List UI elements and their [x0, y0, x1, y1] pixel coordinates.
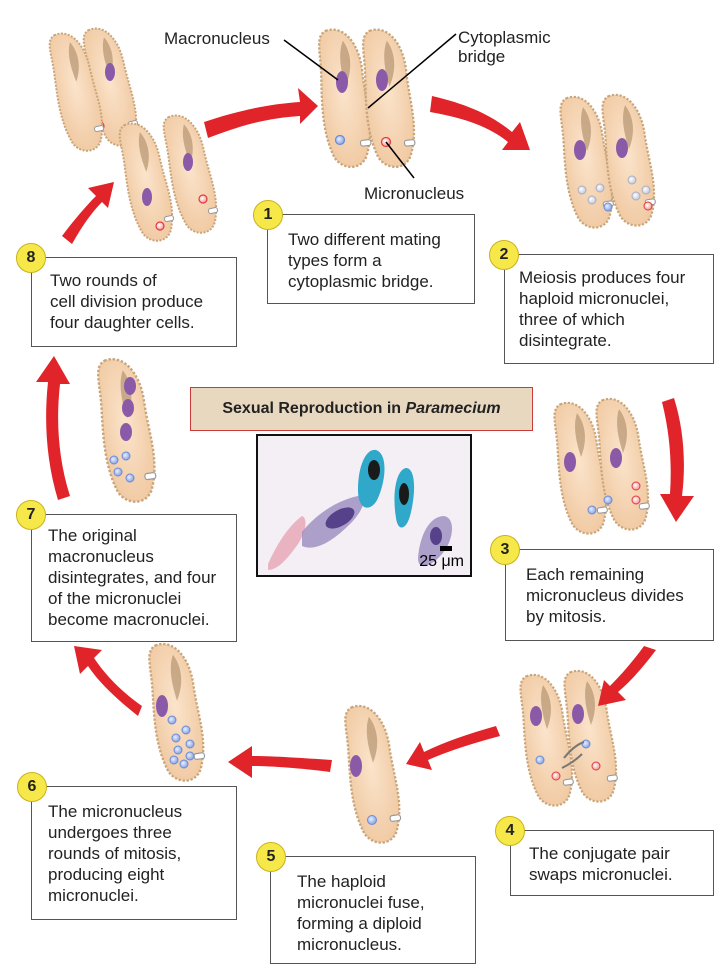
mitosis-pair	[548, 394, 655, 538]
cycle-arrow	[598, 646, 656, 706]
step-5-text: The haploid micronuclei fuse, forming a …	[270, 856, 476, 964]
micrograph-image	[258, 436, 470, 575]
meiosis-pair	[554, 90, 661, 232]
diploid-cell	[338, 700, 406, 847]
cytoplasmic-bridge-pointer	[367, 33, 457, 109]
cycle-arrow	[228, 746, 332, 778]
step-7-badge: 7	[16, 500, 46, 530]
cytoplasmic-bridge-label: Cytoplasmic bridge	[458, 28, 551, 66]
step-4-text: The conjugate pair swaps micronuclei.	[510, 830, 714, 896]
step-2-badge: 2	[489, 240, 519, 270]
cycle-arrow	[204, 88, 318, 138]
step-6-badge: 6	[17, 772, 47, 802]
step-8-badge: 8	[16, 243, 46, 273]
swap-pair	[514, 666, 623, 810]
step-1-text: Two different mating types form a cytopl…	[267, 214, 475, 304]
title-prefix: Sexual Reproduction in	[222, 400, 406, 417]
step-6-text: The micronucleus undergoes three rounds …	[31, 786, 237, 920]
title-species: Paramecium	[405, 400, 501, 417]
cycle-arrow	[36, 356, 70, 500]
micronucleus-pointer	[385, 141, 415, 179]
step-3-text: Each remaining micronucleus divides by m…	[505, 549, 714, 641]
scale-bar	[440, 546, 452, 551]
step-3-badge: 3	[490, 535, 520, 565]
diagram-title: Sexual Reproduction in Paramecium	[190, 387, 533, 431]
step-1-badge: 1	[253, 200, 283, 230]
step-7-text: The original macronucleus disintegrates,…	[31, 514, 237, 642]
step-5-badge: 5	[256, 842, 286, 872]
cycle-arrow	[74, 646, 142, 716]
micronucleus-label: Micronucleus	[364, 184, 465, 203]
macronucleus-pointer	[283, 39, 339, 81]
scale-label: 25 μm	[419, 553, 464, 570]
daughter-cell	[157, 109, 224, 238]
paramecium-micrograph: 25 μm	[256, 434, 472, 577]
step-8-text: Two rounds of cell division produce four…	[31, 257, 237, 347]
cycle-arrow	[660, 398, 694, 522]
conjugating-pair	[313, 25, 420, 171]
daughter-cell	[113, 117, 180, 246]
step-4-badge: 4	[495, 816, 525, 846]
cycle-arrow	[430, 96, 530, 150]
new-macronuclei-cell	[91, 353, 162, 507]
step-2-text: Meiosis produces four haploid micronucle…	[504, 254, 714, 364]
macronucleus-label: Macronucleus	[164, 29, 270, 48]
cycle-arrow	[406, 726, 500, 770]
eight-micronuclei-cell	[142, 638, 210, 785]
cycle-arrow	[62, 182, 114, 244]
